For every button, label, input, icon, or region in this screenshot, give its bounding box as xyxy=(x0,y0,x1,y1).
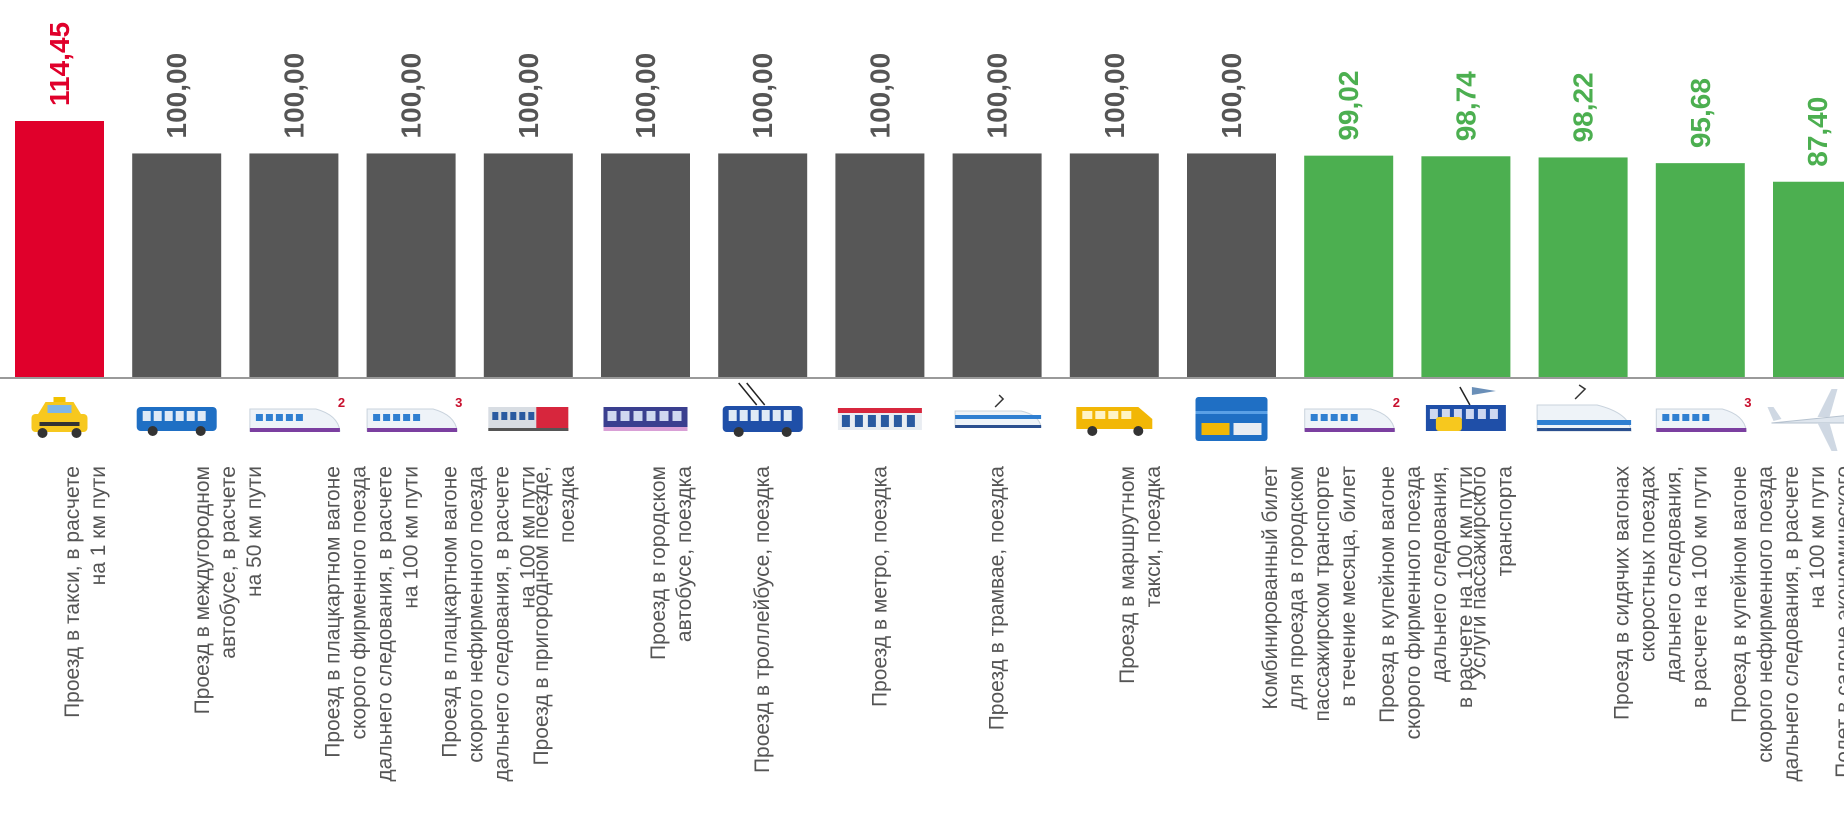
category-label-5: Проезд в пригородном поезде, поездка xyxy=(530,466,579,766)
bars-layer xyxy=(15,121,1844,378)
icons-layer: 2 3 2 3 xyxy=(31,382,1844,451)
bar-2 xyxy=(132,153,222,378)
bar-1 xyxy=(15,121,104,378)
taxi-icon xyxy=(31,397,88,438)
bar-11 xyxy=(1187,153,1276,378)
category-label-13: Услуги пассажирского транспорта xyxy=(1467,466,1516,680)
value-label-4: 100,00 xyxy=(396,53,427,139)
bar-6 xyxy=(601,153,690,378)
suburban-train-icon xyxy=(488,407,569,431)
value-label-13: 98,74 xyxy=(1450,71,1481,141)
value-label-14: 98,22 xyxy=(1568,72,1599,142)
value-label-7: 100,00 xyxy=(747,53,778,139)
bar-10 xyxy=(1069,153,1159,378)
category-label-11: Комбинированный билет для проезда в город… xyxy=(1259,466,1360,722)
train-icon: 3 xyxy=(1655,395,1752,432)
bar-7 xyxy=(718,153,808,378)
airplane-icon xyxy=(1767,389,1844,451)
category-label-14: Проезд в сидячих вагонах скоростных поезд… xyxy=(1611,466,1712,721)
value-labels-layer: 114,45 100,00 100,00 100,00 100,00 100,00 100,… xyxy=(44,22,1833,167)
category-label-4: Проезд в плацкартном вагоне скорого нефир… xyxy=(439,466,540,782)
value-label-1: 114,45 xyxy=(44,22,75,106)
category-label-10: Проезд в маршрутном такси, поездка xyxy=(1116,466,1165,684)
icon-badge-3: 2 xyxy=(338,395,345,410)
bar-9 xyxy=(952,153,1042,378)
value-label-9: 100,00 xyxy=(982,53,1013,139)
intercity-bus-icon xyxy=(136,407,217,436)
minibus-icon xyxy=(1076,407,1153,436)
category-label-12: Проезд в купейном вагоне скорого фирменно… xyxy=(1376,466,1477,740)
train-icon: 2 xyxy=(249,395,345,432)
category-label-1: Проезд в такси, в расчете на 1 км пути xyxy=(61,466,110,718)
value-label-6: 100,00 xyxy=(630,53,661,139)
category-labels-layer: Проезд в такси, в расчете на 1 км пути Про… xyxy=(61,466,1844,782)
bar-4 xyxy=(366,153,456,378)
bar-3 xyxy=(249,153,339,378)
bar-8 xyxy=(835,153,925,378)
value-label-15: 95,68 xyxy=(1685,78,1716,148)
category-label-15: Проезд в купейном вагоне скорого нефирмен… xyxy=(1728,466,1829,782)
city-bus-icon xyxy=(603,407,688,431)
metro-icon xyxy=(837,408,922,430)
value-label-11: 100,00 xyxy=(1216,53,1247,139)
passenger-transport-icon xyxy=(1425,386,1506,431)
bar-5 xyxy=(483,153,573,378)
bar-15 xyxy=(1655,163,1745,378)
icon-badge-12: 2 xyxy=(1393,395,1400,410)
category-label-6: Проезд в городском автобусе, поездка xyxy=(647,466,696,660)
high-speed-train-icon xyxy=(1536,384,1632,432)
category-label-3: Проезд в плацкартном вагоне скорого фирме… xyxy=(321,466,422,782)
value-label-12: 99,02 xyxy=(1333,71,1364,141)
category-label-8: Проезд в метро, поездка xyxy=(868,466,891,707)
train-icon: 3 xyxy=(366,395,462,432)
category-label-16: Полет в салоне экономическогокласса само… xyxy=(1832,466,1844,778)
bar-12 xyxy=(1304,155,1394,378)
trolleybus-icon xyxy=(722,382,803,437)
value-label-5: 100,00 xyxy=(513,53,544,139)
category-label-2: Проезд в междугородном автобусе, в расчет… xyxy=(191,466,266,714)
value-label-16: 87,40 xyxy=(1802,97,1833,167)
train-icon: 2 xyxy=(1304,395,1400,432)
category-label-7: Проезд в троллейбусе, поездка xyxy=(751,466,774,773)
value-label-2: 100,00 xyxy=(161,53,192,139)
combined-ticket-icon xyxy=(1195,397,1268,441)
value-label-3: 100,00 xyxy=(278,53,309,139)
bar-13 xyxy=(1421,156,1511,378)
bar-16 xyxy=(1773,181,1844,378)
icon-badge-4: 3 xyxy=(455,395,462,410)
category-label-9: Проезд в трамвае, поездка xyxy=(986,466,1009,731)
tram-icon xyxy=(954,394,1042,428)
value-label-10: 100,00 xyxy=(1099,53,1130,139)
value-label-8: 100,00 xyxy=(864,53,895,139)
bar-14 xyxy=(1538,157,1628,378)
icon-badge-15: 3 xyxy=(1744,395,1751,410)
